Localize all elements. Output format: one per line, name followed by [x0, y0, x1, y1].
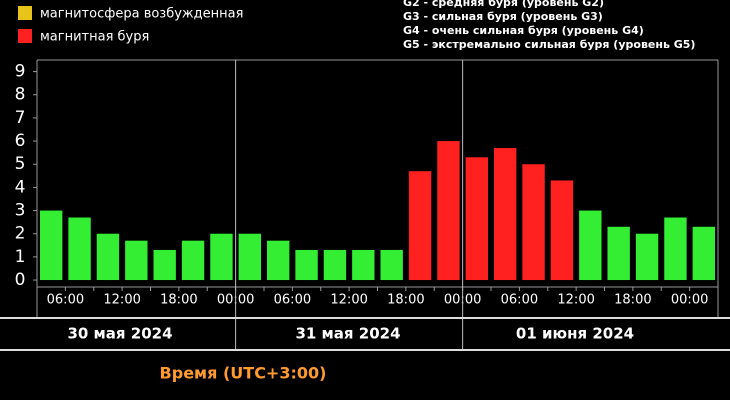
y-tick-label: 6 — [15, 131, 26, 151]
y-tick-label: 7 — [15, 108, 26, 128]
bar — [522, 164, 545, 281]
y-tick-label: 0 — [15, 270, 26, 290]
bar — [494, 148, 517, 281]
x-tick-label: 12:00 — [557, 293, 594, 308]
x-tick-label: 18:00 — [387, 293, 424, 308]
bar — [607, 226, 630, 281]
bar — [238, 233, 261, 281]
storm-note: G2 - средняя буря (уровень G2) — [403, 0, 604, 9]
bar — [380, 249, 403, 281]
x-tick-label: 12:00 — [330, 293, 367, 308]
bar — [181, 240, 205, 281]
y-tick-label: 3 — [15, 201, 26, 221]
y-tick-label: 5 — [15, 154, 26, 174]
bar — [635, 233, 659, 281]
y-tick-label: 2 — [15, 224, 26, 244]
storm-note: G5 - экстремально сильная буря (уровень … — [403, 38, 695, 51]
legend-label: магнитосфера возбужденная — [40, 7, 243, 22]
bar — [465, 157, 488, 281]
legend-swatch — [18, 29, 32, 43]
x-tick-label: 12:00 — [103, 293, 140, 308]
y-tick-label: 9 — [15, 62, 26, 82]
y-tick-label: 4 — [15, 177, 26, 197]
bar — [96, 233, 120, 281]
x-axis-title: Время (UTC+3:00) — [160, 364, 327, 383]
bar — [125, 240, 148, 281]
bar — [210, 233, 233, 281]
bar — [408, 171, 432, 281]
bar — [323, 249, 347, 281]
y-tick-label: 8 — [15, 85, 26, 105]
x-tick-label: 06:00 — [274, 293, 311, 308]
day-label: 01 июня 2024 — [516, 325, 634, 343]
bar — [153, 249, 176, 281]
legend-label: магнитная буря — [40, 30, 149, 45]
bar — [267, 240, 290, 281]
bar — [352, 249, 375, 281]
x-tick-label: 06:00 — [501, 293, 538, 308]
y-tick-label: 1 — [15, 247, 26, 267]
storm-note: G3 - сильная буря (уровень G3) — [403, 10, 603, 23]
x-tick-label: 18:00 — [614, 293, 651, 308]
x-tick-label: 00:00 — [671, 293, 708, 308]
bar — [579, 210, 602, 281]
storm-note: G4 - очень сильная буря (уровень G4) — [403, 24, 644, 37]
bar — [295, 249, 318, 281]
bar — [550, 180, 574, 281]
bar — [68, 217, 91, 281]
x-tick-label: 06:00 — [47, 293, 84, 308]
bar — [692, 226, 715, 281]
day-label: 30 мая 2024 — [67, 325, 172, 343]
legend-swatch — [18, 6, 32, 20]
x-tick-label: 18:00 — [160, 293, 197, 308]
bar — [40, 210, 63, 281]
bar — [437, 141, 460, 281]
day-label: 31 мая 2024 — [295, 325, 400, 343]
bar — [664, 217, 687, 281]
